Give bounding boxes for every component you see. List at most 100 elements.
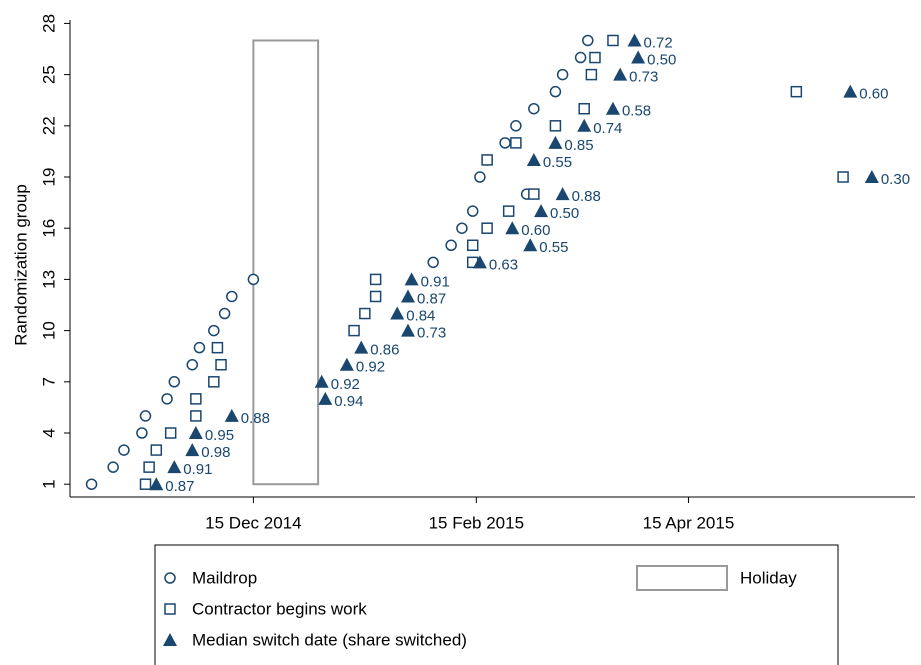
point — [211, 341, 224, 354]
data-label: 0.87 — [165, 478, 194, 495]
point — [456, 222, 468, 234]
point — [150, 444, 163, 456]
data-label: 0.94 — [334, 393, 363, 410]
point — [555, 187, 570, 201]
point — [427, 256, 439, 269]
point — [445, 239, 457, 252]
data-label: 0.84 — [406, 308, 435, 325]
y-tick-label: 28 — [39, 14, 58, 33]
legend-label: Contractor begins work — [192, 599, 367, 618]
point — [528, 102, 540, 115]
y-tick-label: 22 — [39, 116, 58, 135]
x-tick-label: 15 Feb 2015 — [429, 513, 524, 532]
y-tick-label: 10 — [39, 321, 58, 340]
legend-marker — [164, 572, 176, 584]
y-tick-label: 19 — [39, 168, 58, 187]
point — [864, 170, 879, 184]
data-label: 0.73 — [629, 69, 658, 86]
point — [613, 67, 628, 81]
point — [502, 205, 515, 217]
data-label: 0.92 — [356, 359, 385, 376]
data-label: 0.88 — [572, 188, 601, 205]
point — [318, 391, 333, 405]
point — [790, 85, 803, 98]
point — [577, 118, 592, 132]
point — [186, 358, 199, 371]
point — [226, 290, 238, 303]
data-label: 0.55 — [539, 239, 568, 256]
point — [605, 101, 620, 115]
data-label: 0.72 — [644, 34, 673, 51]
x-tick-label: 15 Apr 2015 — [643, 513, 735, 532]
legend-marker — [164, 603, 176, 615]
data-label: 0.91 — [421, 273, 450, 290]
point — [401, 289, 415, 303]
point — [549, 120, 562, 132]
point — [193, 341, 206, 354]
point — [578, 102, 590, 115]
point — [167, 460, 182, 474]
y-tick-label: 1 — [39, 479, 58, 488]
legend-marker — [163, 633, 177, 646]
data-label: 0.55 — [543, 154, 572, 171]
point — [627, 33, 642, 47]
point — [168, 376, 181, 388]
point — [404, 272, 419, 286]
holiday-box — [252, 39, 320, 486]
data-label: 0.60 — [859, 86, 888, 103]
point — [185, 443, 200, 457]
data-label: 0.60 — [521, 222, 550, 239]
point — [139, 478, 152, 490]
point — [359, 307, 371, 320]
point — [843, 84, 858, 98]
point — [472, 255, 487, 269]
y-tick-label: 4 — [39, 428, 58, 437]
data-label: 0.86 — [370, 342, 399, 359]
data-label: 0.58 — [622, 103, 651, 120]
point — [149, 477, 164, 491]
data-label: 0.30 — [881, 171, 910, 188]
point — [139, 410, 152, 422]
point — [401, 323, 415, 337]
data-label: 0.85 — [564, 137, 593, 154]
point — [466, 205, 479, 217]
point — [390, 306, 405, 320]
y-tick-label: 25 — [39, 65, 58, 84]
x-tick-label: 15 Dec 2014 — [205, 513, 301, 532]
point — [164, 427, 177, 439]
point — [188, 426, 203, 440]
point — [218, 307, 231, 320]
point — [369, 273, 382, 286]
legend-label: Median switch date (share switched) — [192, 630, 467, 649]
point — [510, 120, 522, 132]
point — [481, 222, 493, 234]
point — [208, 324, 220, 337]
point — [523, 238, 538, 252]
point — [314, 374, 329, 388]
point — [548, 135, 563, 149]
point — [136, 427, 148, 439]
data-label: 0.91 — [183, 461, 212, 478]
point — [215, 358, 227, 371]
point — [556, 68, 569, 81]
data-label: 0.73 — [417, 325, 446, 342]
legend-label: Maildrop — [192, 568, 257, 587]
point — [224, 408, 239, 422]
data-label: 0.63 — [489, 256, 518, 273]
point — [208, 376, 220, 388]
point — [526, 152, 541, 166]
point — [107, 461, 119, 473]
point — [549, 85, 562, 98]
point — [474, 171, 486, 183]
point — [247, 273, 260, 286]
y-axis-label: Randomization group — [11, 184, 30, 346]
point — [190, 393, 202, 405]
data-label: 0.88 — [241, 410, 270, 427]
point — [499, 137, 511, 149]
point — [837, 171, 849, 183]
point — [339, 357, 354, 371]
point — [354, 340, 369, 354]
point — [143, 461, 155, 473]
